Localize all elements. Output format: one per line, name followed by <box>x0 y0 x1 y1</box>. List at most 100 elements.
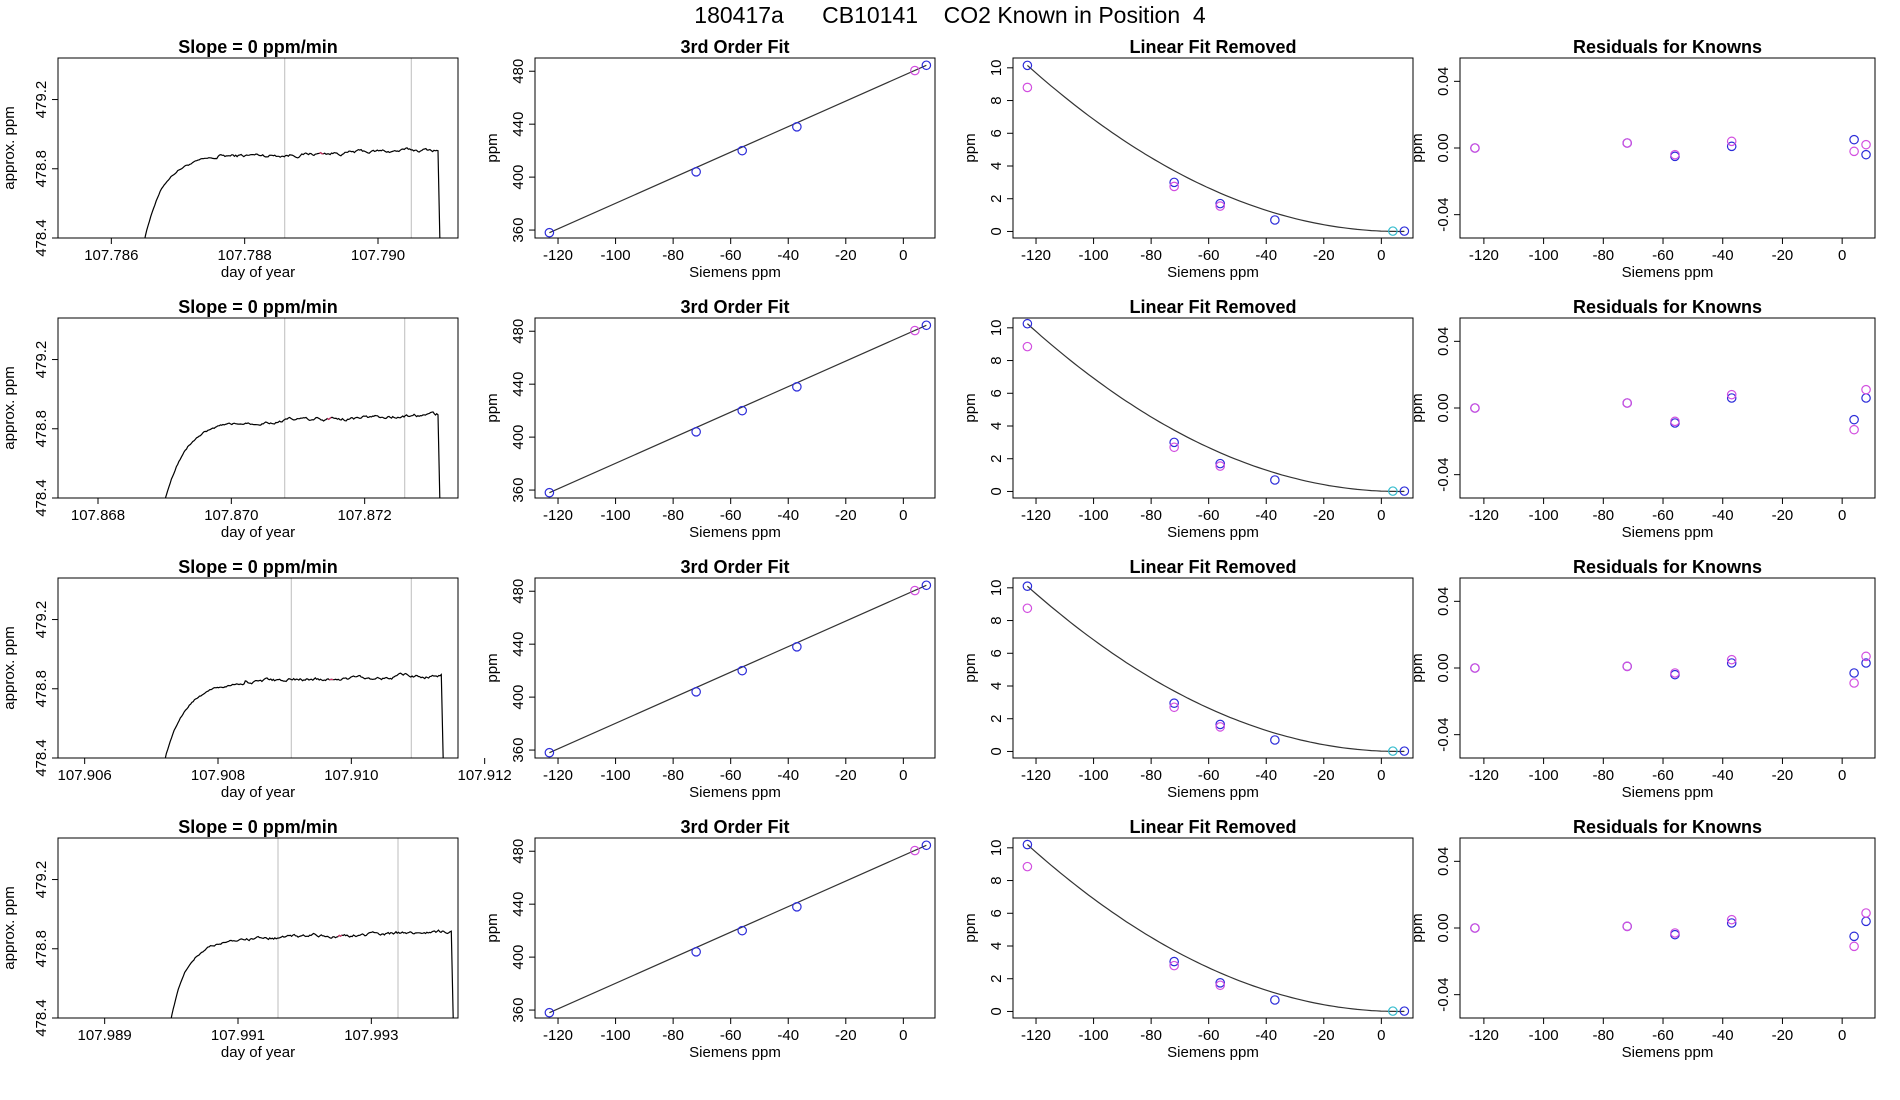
plot-area <box>170 838 454 1018</box>
y-tick-label: 0 <box>988 227 1005 235</box>
y-tick-label: 10 <box>988 579 1005 596</box>
data-point <box>921 320 932 331</box>
y-axis: -0.04 0.00 0.04 ppm <box>1409 327 1460 492</box>
x-axis: -120 -100 -80 -60 -40 -20 0 Siemens ppm <box>1021 238 1386 281</box>
y-tick-label: 478.8 <box>33 150 50 188</box>
y-tick-label: 0 <box>988 747 1005 755</box>
x-tick-label: -100 <box>1079 507 1109 524</box>
x-tick-label: 0 <box>899 767 907 784</box>
panel-title: Linear Fit Removed <box>1129 557 1296 577</box>
data-point <box>1169 702 1179 713</box>
x-axis: -120 -100 -80 -60 -40 -20 0 Siemens ppm <box>543 1018 908 1061</box>
plot-area <box>1470 651 1871 688</box>
x-tick-label: -100 <box>1529 767 1559 784</box>
data-point <box>1022 839 1033 850</box>
trace-line <box>170 929 454 1018</box>
data-point <box>1470 403 1480 413</box>
y-tick-label: 0.04 <box>1435 847 1452 876</box>
x-tick-label: 0 <box>899 247 907 264</box>
data-point <box>691 947 701 957</box>
x-tick-label: -100 <box>1529 1027 1559 1044</box>
x-tick-label: -80 <box>1592 507 1614 524</box>
y-axis: 0 2 4 6 8 10 ppm <box>962 59 1013 236</box>
y-tick-label: 440 <box>510 372 527 397</box>
x-tick-label: -120 <box>1021 1027 1051 1044</box>
x-tick-label: -120 <box>543 767 573 784</box>
x-tick-label: -80 <box>662 1027 684 1044</box>
y-tick-label: 2 <box>988 715 1005 723</box>
y-tick-label: -0.04 <box>1435 458 1452 492</box>
data-point <box>1215 978 1225 988</box>
x-tick-label: -80 <box>1592 767 1614 784</box>
data-point <box>1388 486 1398 496</box>
panel-title: Residuals for Knowns <box>1573 557 1762 577</box>
y-axis-label: ppm <box>484 913 501 942</box>
data-point <box>910 585 920 596</box>
x-tick-label: -40 <box>777 247 799 264</box>
panel-3-3: Residuals for Knowns -120 -100 -80 -60 -40 -20… <box>1409 817 1876 1061</box>
panel-0-0: Slope = 0 ppm/min 107.786 107.788 107.790 da… <box>1 37 459 281</box>
data-point <box>1022 318 1033 329</box>
x-axis: -120 -100 -80 -60 -40 -20 0 Siemens ppm <box>1021 1018 1386 1061</box>
panel-title: 3rd Order Fit <box>680 297 789 317</box>
plot-area <box>1022 839 1410 1016</box>
y-axis: 0 2 4 6 8 10 ppm <box>962 319 1013 496</box>
x-tick-label: -100 <box>601 1027 631 1044</box>
y-axis: -0.04 0.00 0.04 ppm <box>1409 847 1460 1012</box>
y-axis-label: ppm <box>1409 393 1426 422</box>
data-point <box>1861 651 1871 662</box>
x-tick-label: -120 <box>543 247 573 264</box>
plot-frame <box>57 837 459 1019</box>
x-tick-label: 0 <box>1377 247 1385 264</box>
plot-area <box>164 578 444 758</box>
plot-area <box>1470 134 1871 162</box>
x-tick-label: 0 <box>1377 1027 1385 1044</box>
y-tick-label: 10 <box>988 59 1005 76</box>
x-tick-label: -120 <box>1021 247 1051 264</box>
data-point <box>792 902 802 912</box>
data-point <box>1022 82 1033 93</box>
data-point <box>1861 393 1871 403</box>
x-tick-label: -100 <box>601 507 631 524</box>
y-axis: 360 400 440 480 ppm <box>484 319 535 503</box>
y-tick-label: 478.8 <box>33 670 50 708</box>
y-tick-label: 400 <box>510 685 527 710</box>
x-tick-label: -60 <box>1652 1027 1674 1044</box>
panel-1-2: Linear Fit Removed -120 -100 -80 -60 -40 -20 0 S… <box>962 297 1414 541</box>
data-point <box>1861 908 1871 918</box>
plot-area <box>544 320 932 498</box>
y-tick-label: 6 <box>988 129 1005 137</box>
data-point <box>1399 486 1410 496</box>
x-tick-label: -60 <box>1198 507 1220 524</box>
data-point <box>544 747 555 758</box>
y-axis-label: ppm <box>1409 133 1426 162</box>
data-point <box>1622 921 1632 932</box>
data-point <box>921 60 932 71</box>
x-tick-label: -120 <box>1469 767 1499 784</box>
x-tick-label: -60 <box>1198 247 1220 264</box>
data-point <box>1622 138 1632 148</box>
panel-3-2: Linear Fit Removed -120 -100 -80 -60 -40 -20 0 S… <box>962 817 1414 1061</box>
x-tick-label: -120 <box>543 507 573 524</box>
y-tick-label: 478.4 <box>33 479 50 517</box>
panel-title: Slope = 0 ppm/min <box>178 297 338 317</box>
y-tick-label: 0.00 <box>1435 653 1452 682</box>
data-point <box>1215 198 1225 209</box>
y-tick-label: 0.04 <box>1435 587 1452 616</box>
y-tick-label: 360 <box>510 738 527 763</box>
data-point <box>1169 181 1179 192</box>
trace-highlight <box>326 417 332 421</box>
y-tick-label: 6 <box>988 909 1005 917</box>
y-axis-label: ppm <box>962 913 979 942</box>
data-point <box>1169 698 1179 708</box>
x-axis-label: Siemens ppm <box>689 264 781 281</box>
y-tick-label: -0.04 <box>1435 198 1452 232</box>
y-axis-label: ppm <box>484 133 501 162</box>
data-point <box>544 1007 555 1018</box>
panel-title: Residuals for Knowns <box>1573 297 1762 317</box>
y-tick-label: 440 <box>510 892 527 917</box>
panel-title: Linear Fit Removed <box>1129 37 1296 57</box>
x-axis: -120 -100 -80 -60 -40 -20 0 Siemens ppm <box>1469 758 1846 801</box>
data-point <box>1388 226 1398 236</box>
y-tick-label: 480 <box>510 579 527 604</box>
